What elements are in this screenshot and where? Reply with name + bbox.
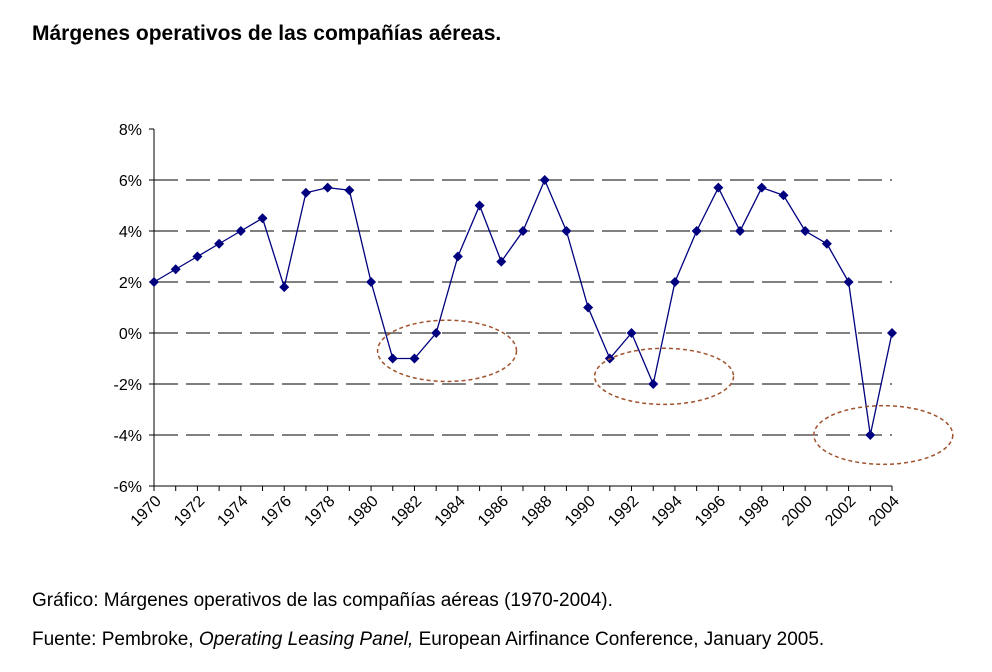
data-point — [257, 213, 268, 224]
data-point — [387, 353, 398, 364]
data-point — [626, 328, 637, 338]
data-point — [409, 353, 420, 364]
y-tick-label: -4% — [114, 428, 142, 445]
x-tick-label: 1972 — [171, 493, 208, 530]
line-chart: 8% 6% 4% 2% 0% -2% -4% -6% 1970 1972 1974 1976 1978… — [114, 122, 954, 530]
source-suffix: European Airfinance Conference, January … — [413, 629, 825, 650]
x-tick-label: 1982 — [388, 493, 425, 530]
data-point — [214, 238, 225, 249]
y-tick-label: 4% — [119, 224, 142, 241]
y-tick-label: -2% — [114, 377, 142, 394]
x-tick-label: 1978 — [301, 493, 338, 530]
data-point — [669, 277, 680, 287]
data-point — [843, 277, 854, 287]
y-tick-label: 6% — [119, 173, 142, 190]
chart-title: Márgenes operativos de las compañías aér… — [32, 22, 502, 45]
data-point — [887, 328, 897, 338]
data-point — [300, 187, 311, 198]
source-italic: Operating Leasing Panel, — [198, 629, 414, 650]
x-tick-label: 1996 — [692, 493, 729, 530]
source-prefix: Fuente: Pembroke, — [32, 629, 199, 650]
x-tick-label: 2002 — [822, 493, 859, 530]
data-point — [539, 175, 550, 185]
data-point — [648, 379, 659, 389]
y-tick-label: 2% — [119, 275, 142, 292]
data-point — [431, 328, 442, 338]
data-points — [149, 175, 897, 440]
x-tick-label: 1992 — [605, 493, 642, 530]
x-tick-label: 1970 — [128, 493, 165, 530]
data-point — [452, 251, 463, 262]
x-tick-label: 1986 — [475, 493, 512, 530]
data-point — [322, 182, 333, 193]
data-point — [192, 251, 203, 262]
x-tick-label: 2004 — [866, 493, 903, 530]
data-point — [279, 282, 290, 293]
y-tick-label: -6% — [114, 479, 142, 496]
data-point — [496, 256, 507, 267]
data-point — [561, 226, 572, 236]
x-tick-label: 1974 — [214, 493, 251, 530]
data-point — [735, 226, 746, 236]
data-point — [821, 238, 832, 249]
y-tick-label: 0% — [119, 326, 142, 343]
data-point — [149, 277, 159, 287]
x-tick-label: 1994 — [649, 493, 686, 530]
y-tick-labels: 8% 6% 4% 2% 0% -2% -4% -6% — [114, 122, 142, 496]
data-point — [474, 200, 485, 211]
data-point — [583, 302, 594, 313]
data-point — [865, 430, 876, 440]
x-tick-label: 1984 — [432, 493, 469, 530]
data-point — [713, 182, 724, 193]
x-tick-labels: 1970 1972 1974 1976 1978 1980 1982 1984 1986 1988… — [128, 493, 903, 530]
x-tick-label: 1990 — [562, 493, 599, 530]
data-point — [344, 185, 355, 196]
x-tick-label: 1980 — [345, 493, 382, 530]
data-point — [170, 264, 181, 275]
annotation-ellipse — [593, 347, 735, 406]
x-tick-label: 1988 — [518, 493, 555, 530]
data-point — [778, 190, 789, 201]
chart-caption: Gráfico: Márgenes operativos de las comp… — [32, 590, 613, 611]
data-point — [800, 226, 811, 236]
y-tick-label: 8% — [119, 122, 142, 139]
annotation-ellipse — [376, 319, 518, 383]
data-point — [518, 226, 528, 236]
annotation-ellipse — [813, 404, 954, 466]
data-point — [691, 226, 702, 236]
x-tick-label: 1976 — [258, 493, 295, 530]
axes — [149, 128, 893, 491]
data-point — [366, 277, 377, 287]
source-note: Fuente: Pembroke, Operating Leasing Pane… — [32, 629, 824, 651]
x-tick-label: 2000 — [779, 493, 816, 530]
data-point — [235, 226, 246, 236]
x-tick-label: 1998 — [735, 493, 772, 530]
data-point — [756, 182, 767, 193]
annotation-ellipses — [376, 319, 954, 466]
